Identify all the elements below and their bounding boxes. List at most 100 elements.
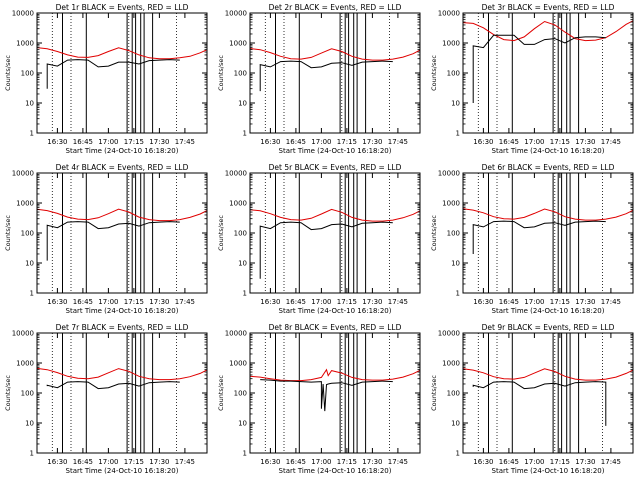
y-tick-label: 1 xyxy=(243,450,247,458)
y-tick-label: 100 xyxy=(447,230,460,238)
series-lld-line xyxy=(463,20,633,42)
x-tick-label: 17:45 xyxy=(388,458,408,466)
x-tick-label: 17:30 xyxy=(149,138,169,146)
panel-title: Det 5r BLACK = Events, RED = LLD xyxy=(269,163,402,172)
x-tick-label: 17:30 xyxy=(575,458,595,466)
y-axis-label: Counts/sec xyxy=(430,215,438,251)
y-tick-label: 1 xyxy=(456,130,460,138)
series-events-line xyxy=(260,379,393,412)
plot-area xyxy=(463,333,633,453)
x-tick-label: 16:45 xyxy=(286,138,306,146)
x-tick-label: 17:15 xyxy=(550,138,570,146)
x-tick-label: 17:30 xyxy=(575,298,595,306)
x-tick-label: 16:30 xyxy=(473,138,493,146)
x-tick-label: 17:15 xyxy=(124,298,144,306)
x-tick-label: 17:45 xyxy=(175,138,195,146)
series-events-line xyxy=(259,60,393,92)
x-tick-label: 16:30 xyxy=(47,138,67,146)
plot-area xyxy=(250,13,420,133)
series-lld-line xyxy=(250,208,420,222)
x-tick-label: 17:45 xyxy=(388,298,408,306)
panel-title: Det 7r BLACK = Events, RED = LLD xyxy=(56,323,189,332)
y-tick-label: 1000 xyxy=(442,200,460,208)
y-tick-label: 1000 xyxy=(442,360,460,368)
x-tick-label: 16:45 xyxy=(286,458,306,466)
y-tick-label: 100 xyxy=(447,390,460,398)
x-tick-label: 17:00 xyxy=(98,298,118,306)
x-tick-label: 16:45 xyxy=(73,458,93,466)
y-tick-label: 10000 xyxy=(225,330,247,338)
y-tick-label: 10000 xyxy=(438,330,460,338)
y-tick-label: 1000 xyxy=(16,40,34,48)
x-tick-label: 17:00 xyxy=(311,298,331,306)
series-events-line xyxy=(46,381,180,390)
x-tick-label: 17:30 xyxy=(575,138,595,146)
y-axis-label: Counts/sec xyxy=(217,55,225,91)
x-tick-label: 17:00 xyxy=(524,458,544,466)
y-tick-label: 1 xyxy=(456,450,460,458)
x-tick-label: 16:30 xyxy=(47,298,67,306)
y-tick-label: 10000 xyxy=(225,170,247,178)
y-tick-label: 10 xyxy=(451,420,460,428)
y-tick-label: 100 xyxy=(234,230,247,238)
y-tick-label: 100 xyxy=(21,70,34,78)
y-axis-label: Counts/sec xyxy=(4,215,12,251)
panel-det-1r: 1 10 100 1000 10000 16:30 16:45 17:00 17:15 17:30… xyxy=(4,3,208,155)
y-tick-label: 100 xyxy=(234,70,247,78)
y-tick-label: 10 xyxy=(238,260,247,268)
x-tick-label: 16:45 xyxy=(73,138,93,146)
x-axis-label: Start Time (24-Oct-10 16:18:20) xyxy=(66,147,179,155)
x-tick-label: 16:30 xyxy=(260,138,280,146)
y-axis-label: Counts/sec xyxy=(4,375,12,411)
series-events-line xyxy=(46,221,180,261)
y-tick-label: 10 xyxy=(25,100,34,108)
y-tick-label: 10 xyxy=(451,260,460,268)
y-tick-label: 100 xyxy=(234,390,247,398)
y-tick-label: 1000 xyxy=(16,360,34,368)
x-tick-label: 16:45 xyxy=(499,298,519,306)
y-tick-label: 10000 xyxy=(12,330,34,338)
x-tick-label: 17:15 xyxy=(337,138,357,146)
series-events-line xyxy=(472,381,607,426)
y-tick-label: 1 xyxy=(30,450,34,458)
panel-det-4r: 1 10 100 1000 10000 16:30 16:45 17:00 17:15 17:30… xyxy=(4,163,208,315)
x-axis-label: Start Time (24-Oct-10 16:18:20) xyxy=(492,467,605,475)
x-tick-label: 17:00 xyxy=(524,298,544,306)
y-axis-label: Counts/sec xyxy=(217,215,225,251)
x-tick-label: 16:45 xyxy=(499,458,519,466)
y-tick-label: 1 xyxy=(243,290,247,298)
plot-area xyxy=(250,173,420,293)
series-events-line xyxy=(46,59,180,89)
x-tick-label: 17:00 xyxy=(98,458,118,466)
y-tick-label: 10 xyxy=(25,420,34,428)
x-tick-label: 17:30 xyxy=(362,298,382,306)
panel-det-2r: 1 10 100 1000 10000 16:30 16:45 17:00 17:15 17:30… xyxy=(217,3,421,155)
x-tick-label: 16:45 xyxy=(286,298,306,306)
panel-title: Det 6r BLACK = Events, RED = LLD xyxy=(482,163,615,172)
x-axis-label: Start Time (24-Oct-10 16:18:20) xyxy=(492,307,605,315)
series-lld-line xyxy=(37,208,207,222)
panel-title: Det 2r BLACK = Events, RED = LLD xyxy=(269,3,402,12)
x-tick-label: 17:45 xyxy=(388,138,408,146)
y-tick-label: 1000 xyxy=(229,200,247,208)
series-events-line xyxy=(259,221,393,279)
panel-det-5r: 1 10 100 1000 10000 16:30 16:45 17:00 17:15 17:30… xyxy=(217,163,421,315)
y-tick-label: 10000 xyxy=(12,10,34,18)
x-tick-label: 16:30 xyxy=(260,458,280,466)
x-axis-label: Start Time (24-Oct-10 16:18:20) xyxy=(279,307,392,315)
x-axis-label: Start Time (24-Oct-10 16:18:20) xyxy=(66,467,179,475)
x-tick-label: 16:30 xyxy=(473,458,493,466)
y-tick-label: 10 xyxy=(238,100,247,108)
plot-area xyxy=(463,173,633,293)
x-tick-label: 17:00 xyxy=(98,138,118,146)
x-tick-label: 17:15 xyxy=(337,458,357,466)
y-tick-label: 10000 xyxy=(225,10,247,18)
series-lld-line xyxy=(37,367,207,381)
x-tick-label: 16:30 xyxy=(260,298,280,306)
x-tick-label: 17:30 xyxy=(149,298,169,306)
series-lld-line xyxy=(37,47,207,60)
panel-det-7r: 1 10 100 1000 10000 16:30 16:45 17:00 17:15 17:30… xyxy=(4,323,208,475)
y-tick-label: 1 xyxy=(30,290,34,298)
x-tick-label: 17:00 xyxy=(311,138,331,146)
